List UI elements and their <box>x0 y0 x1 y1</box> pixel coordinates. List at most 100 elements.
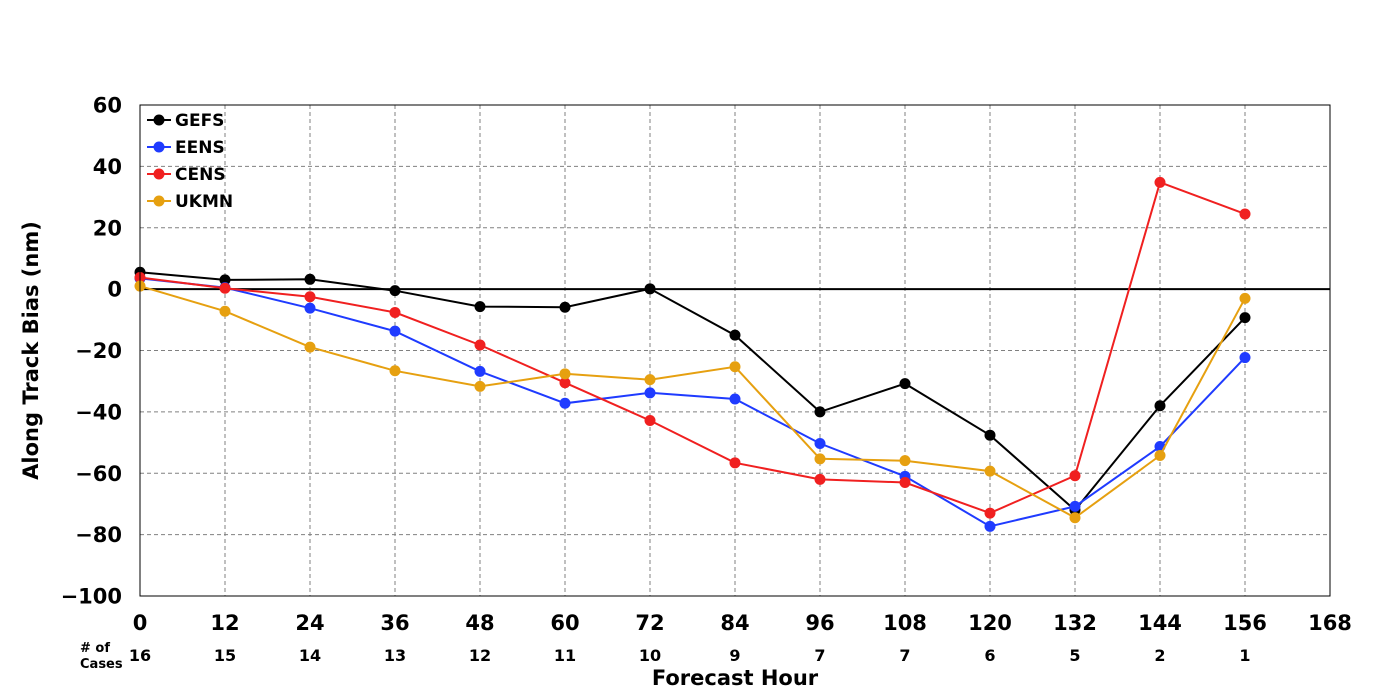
data-point-eens <box>559 397 571 409</box>
legend-item-cens: CENS <box>147 165 226 185</box>
x-tick-label: 120 <box>968 611 1012 635</box>
data-point-gefs <box>474 301 486 313</box>
data-point-gefs <box>729 329 741 341</box>
data-point-gefs <box>1239 312 1251 324</box>
data-point-cens <box>729 457 741 469</box>
legend-item-eens: EENS <box>147 138 225 158</box>
data-point-gefs <box>219 274 231 286</box>
data-point-ukmn <box>984 465 996 477</box>
data-point-cens <box>899 476 911 488</box>
legend-item-gefs: GEFS <box>147 111 224 131</box>
y-tick-label: −80 <box>75 523 122 547</box>
series-cens <box>134 176 1251 519</box>
legend-label: CENS <box>175 165 226 185</box>
grid <box>140 105 1330 596</box>
series-line-gefs <box>139 271 1246 512</box>
data-point-cens <box>1069 470 1081 482</box>
data-point-ukmn <box>219 305 231 317</box>
data-point-ukmn <box>899 455 911 467</box>
y-tick-label: −40 <box>75 400 122 424</box>
legend-marker <box>153 141 165 153</box>
case-count-label: 12 <box>469 646 491 665</box>
legend-label: GEFS <box>175 111 224 131</box>
x-tick-label: 132 <box>1053 611 1097 635</box>
data-point-ukmn <box>474 380 486 392</box>
data-point-gefs <box>984 429 996 441</box>
legend-marker <box>153 114 165 126</box>
data-point-ukmn <box>644 374 656 386</box>
y-tick-label: −20 <box>75 339 122 363</box>
case-count-label: 14 <box>299 646 321 665</box>
y-tick-label: −60 <box>75 462 122 486</box>
data-point-ukmn <box>729 361 741 373</box>
data-point-gefs <box>1154 400 1166 412</box>
case-count-label: 1 <box>1239 646 1250 665</box>
case-count-label: 9 <box>729 646 740 665</box>
data-point-cens <box>304 291 316 303</box>
x-tick-label: 96 <box>805 611 834 635</box>
legend-item-ukmn: UKMN <box>147 192 233 212</box>
series-gefs <box>134 266 1251 516</box>
data-point-eens <box>474 365 486 377</box>
case-count-label: 7 <box>814 646 825 665</box>
x-tick-label: 60 <box>550 611 579 635</box>
series-line-cens <box>139 180 1246 515</box>
data-point-eens <box>984 520 996 532</box>
data-point-gefs <box>304 273 316 285</box>
y-axis-title: Along Track Bias (nm) <box>19 221 43 480</box>
data-point-ukmn <box>389 365 401 377</box>
data-point-ukmn <box>1154 449 1166 461</box>
legend-label: UKMN <box>175 192 233 212</box>
x-tick-label: 48 <box>465 611 494 635</box>
data-point-ukmn <box>1069 512 1081 524</box>
case-count-label: 11 <box>554 646 576 665</box>
series-line-ukmn <box>139 285 1246 519</box>
cases-title: # of <box>80 641 110 656</box>
data-point-gefs <box>899 378 911 390</box>
x-tick-label: 24 <box>295 611 324 635</box>
x-tick-label: 84 <box>720 611 749 635</box>
data-point-ukmn <box>559 368 571 380</box>
data-point-gefs <box>814 406 826 418</box>
data-point-eens <box>1239 352 1251 364</box>
x-tick-label: 156 <box>1223 611 1267 635</box>
x-tick-label: 0 <box>133 611 148 635</box>
x-tick-label: 12 <box>210 611 239 635</box>
data-point-cens <box>1154 176 1166 188</box>
data-point-ukmn <box>304 341 316 353</box>
case-count-label: 6 <box>984 646 995 665</box>
x-tick-label: 36 <box>380 611 409 635</box>
data-point-cens <box>814 473 826 485</box>
data-point-gefs <box>389 285 401 297</box>
y-tick-label: −100 <box>61 585 122 609</box>
data-point-cens <box>559 377 571 389</box>
cases-title: Cases <box>80 657 123 672</box>
x-tick-label: 72 <box>635 611 664 635</box>
case-count-label: 7 <box>899 646 910 665</box>
data-point-cens <box>984 507 996 519</box>
data-point-eens <box>389 325 401 337</box>
x-tick-label: 168 <box>1308 611 1352 635</box>
legend: GEFS EENS CENS UKMN <box>147 111 233 212</box>
legend-label: EENS <box>175 138 225 158</box>
data-point-cens <box>389 306 401 318</box>
data-point-eens <box>1069 500 1081 512</box>
data-point-eens <box>729 393 741 405</box>
series-line-eens <box>139 277 1246 528</box>
data-point-eens <box>304 302 316 314</box>
case-count-label: 13 <box>384 646 406 665</box>
x-tick-label: 108 <box>883 611 927 635</box>
plot-frame <box>139 104 1331 597</box>
series-ukmn <box>134 280 1251 524</box>
case-count-label: 5 <box>1069 646 1080 665</box>
y-tick-label: 60 <box>93 94 122 118</box>
legend-marker <box>153 195 165 207</box>
y-tick-label: 0 <box>107 278 122 302</box>
case-count-label: 2 <box>1154 646 1165 665</box>
data-point-gefs <box>644 283 656 295</box>
data-point-ukmn <box>814 453 826 465</box>
data-point-cens <box>474 339 486 351</box>
case-count-label: 10 <box>639 646 661 665</box>
